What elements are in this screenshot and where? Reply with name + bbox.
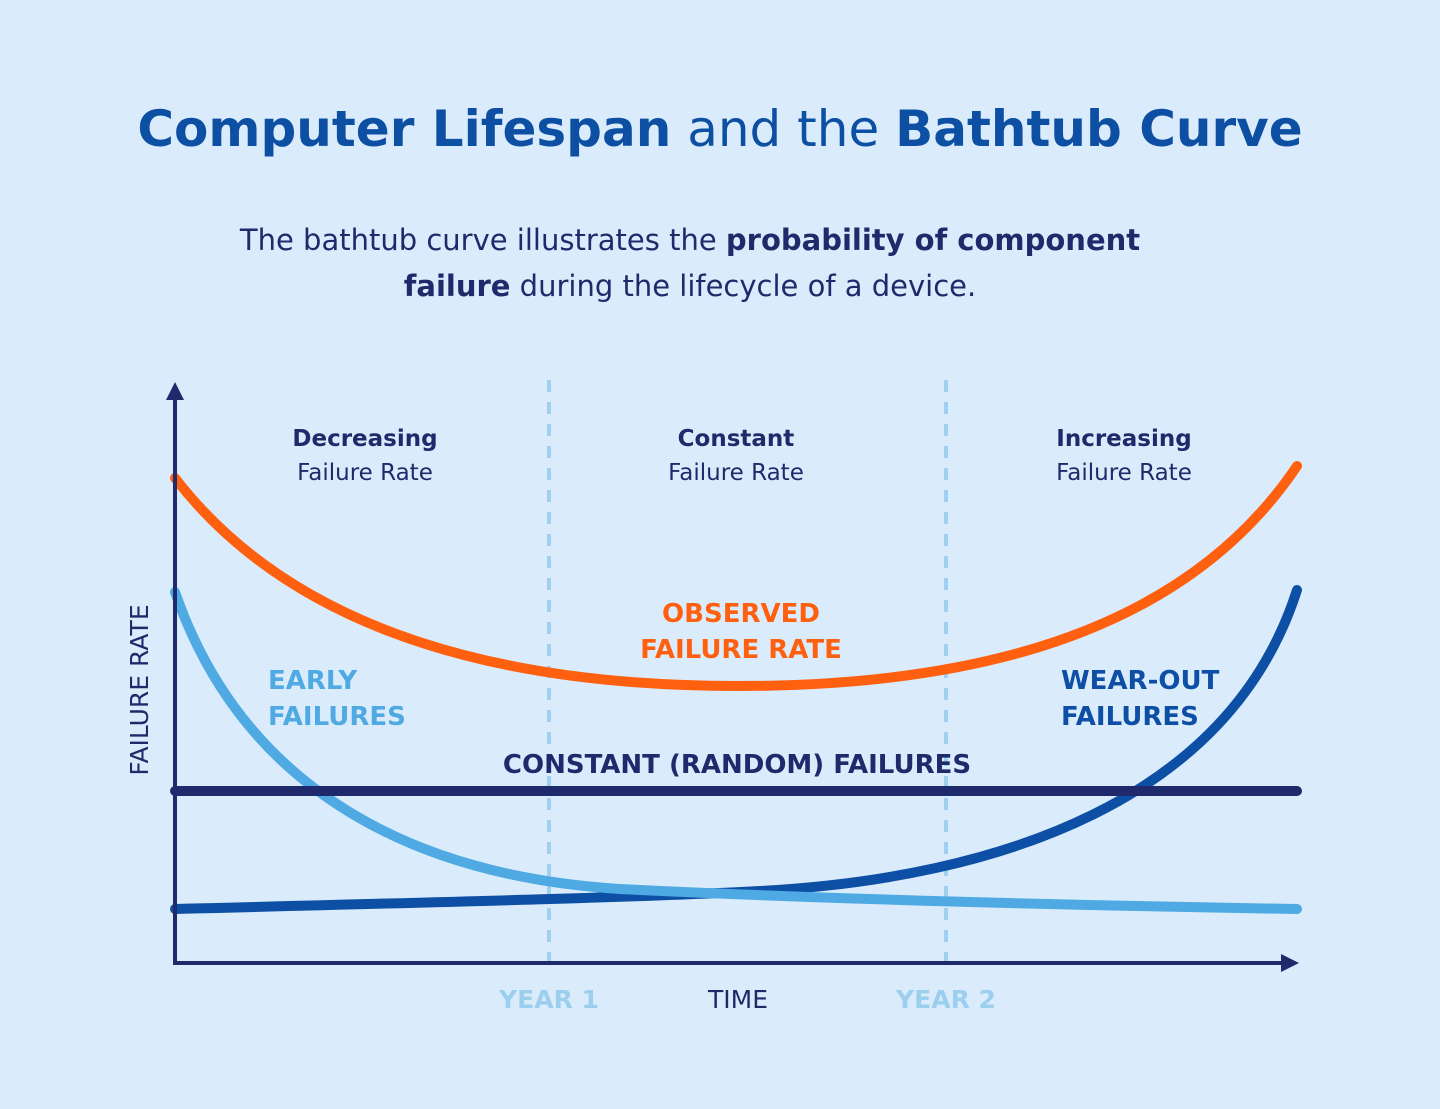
phase-subtitle: Failure Rate xyxy=(297,460,433,486)
curve-label: CONSTANT (RANDOM) FAILURES xyxy=(503,750,971,780)
x-axis-label: TIME xyxy=(707,985,768,1014)
y-axis-label: FAILURE RATE xyxy=(125,604,154,775)
curve-label: FAILURES xyxy=(1061,702,1199,732)
title: Computer Lifespan and the Bathtub Curve xyxy=(137,100,1302,158)
subtitle-line: The bathtub curve illustrates the probab… xyxy=(239,223,1140,257)
curve-label: OBSERVED xyxy=(662,599,820,629)
title-part: Bathtub Curve xyxy=(895,100,1303,158)
subtitle-part: The bathtub curve illustrates the xyxy=(239,223,717,257)
curve-label: FAILURES xyxy=(268,702,406,732)
curve-label: WEAR-OUT xyxy=(1061,666,1220,696)
subtitle-line: failure during the lifecycle of a device… xyxy=(404,269,976,303)
curve-label: FAILURE RATE xyxy=(640,635,842,665)
subtitle-part: during the lifecycle of a device. xyxy=(520,269,977,303)
phase-title: Decreasing xyxy=(292,426,437,452)
subtitle-part: probability of component xyxy=(726,223,1140,257)
x-arrow xyxy=(1281,954,1299,972)
year-label: YEAR 2 xyxy=(895,985,996,1014)
subtitle-part: failure xyxy=(404,269,511,303)
early-curve xyxy=(170,587,1302,914)
phase-title: Increasing xyxy=(1056,426,1191,452)
curve-label: EARLY xyxy=(268,666,358,696)
title-part: Computer Lifespan xyxy=(137,100,671,158)
observed-curve xyxy=(170,461,1302,692)
phase-subtitle: Failure Rate xyxy=(1056,460,1192,486)
phase-title: Constant xyxy=(678,426,795,452)
y-arrow xyxy=(166,382,184,400)
year-label: YEAR 1 xyxy=(498,985,599,1014)
title-part: and the xyxy=(687,100,879,158)
phase-subtitle: Failure Rate xyxy=(668,460,804,486)
